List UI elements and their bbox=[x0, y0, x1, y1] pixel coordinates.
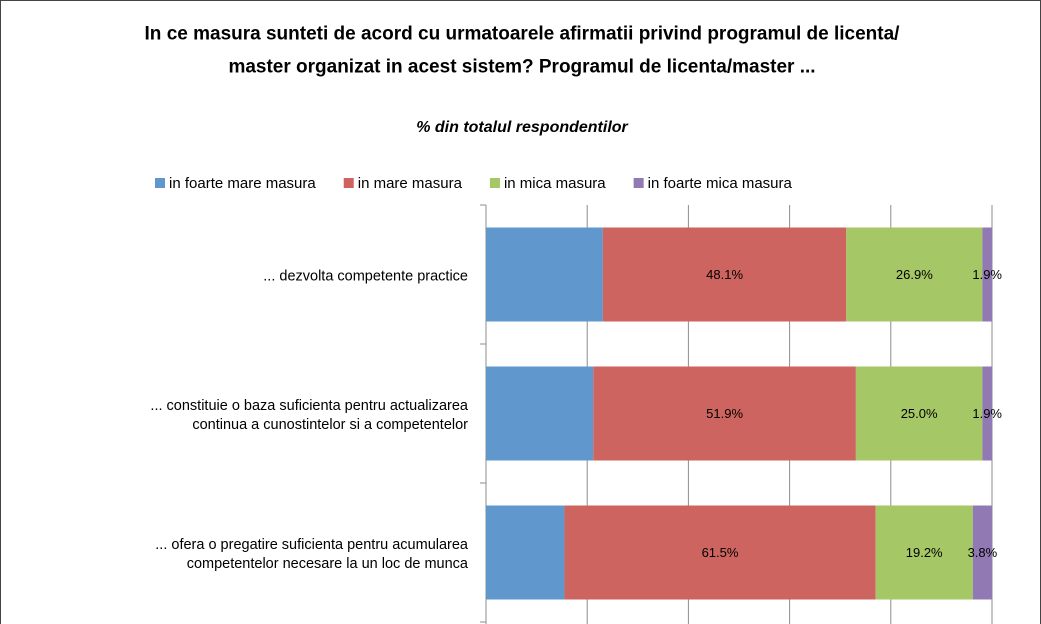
value-label: 1.9% bbox=[972, 267, 1002, 282]
legend-swatch bbox=[633, 178, 644, 188]
bar-segment bbox=[875, 505, 973, 600]
value-label: 51.9% bbox=[706, 406, 743, 421]
bar-segment bbox=[602, 227, 847, 322]
legend-label: in mica masura bbox=[504, 175, 606, 192]
value-label: 1.9% bbox=[972, 406, 1002, 421]
legend-swatch bbox=[155, 178, 165, 188]
category-label: ... constituie o baza suficienta pentru … bbox=[150, 398, 469, 433]
bar-segment bbox=[486, 366, 594, 461]
legend-label: in foarte mica masura bbox=[648, 175, 793, 192]
bar-segment bbox=[846, 227, 983, 322]
legend-label: in foarte mare masura bbox=[169, 175, 316, 192]
bar-segment bbox=[855, 366, 983, 461]
value-label: 25.0% bbox=[901, 406, 938, 421]
legend-swatch bbox=[489, 178, 500, 188]
bar-segment bbox=[486, 227, 603, 322]
chart-title: In ce masura sunteti de acord cu urmatoa… bbox=[145, 24, 901, 78]
value-label: 61.5% bbox=[702, 545, 739, 560]
legend-swatch bbox=[343, 178, 354, 188]
value-label: 48.1% bbox=[706, 267, 743, 282]
bar-segment bbox=[982, 227, 992, 322]
value-label: 19.2% bbox=[906, 545, 943, 560]
value-label: 3.8% bbox=[968, 545, 998, 560]
chart-subtitle: % din totalul respondentilor bbox=[416, 119, 628, 136]
category-label: ... dezvolta competente practice bbox=[263, 268, 468, 284]
value-label: 26.9% bbox=[896, 267, 933, 282]
category-label: ... ofera o pregatire suficienta pentru … bbox=[155, 537, 469, 572]
bar-segment bbox=[486, 505, 565, 600]
legend-label: in mare masura bbox=[358, 175, 463, 192]
bar-segment bbox=[982, 366, 992, 461]
bar-segment bbox=[593, 366, 856, 461]
bar-segment bbox=[972, 505, 992, 600]
bar-segment bbox=[564, 505, 876, 600]
